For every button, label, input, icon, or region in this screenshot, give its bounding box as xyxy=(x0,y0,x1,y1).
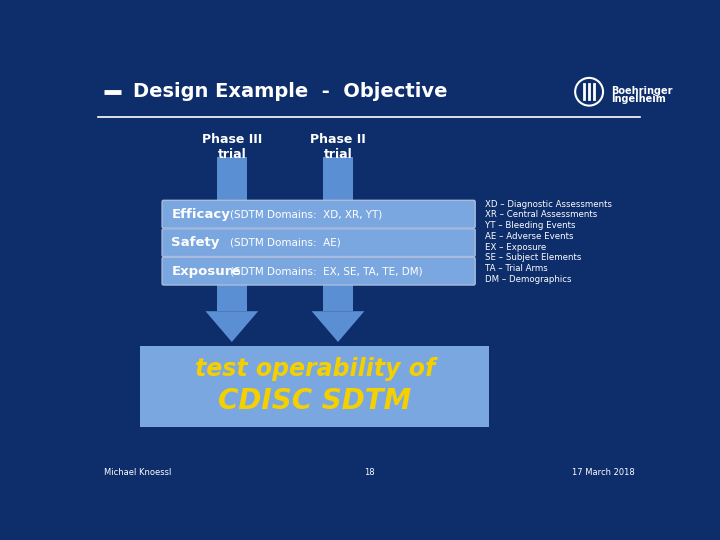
Text: 17 March 2018: 17 March 2018 xyxy=(572,468,635,477)
Text: 18: 18 xyxy=(364,468,374,477)
Text: Ingelheim: Ingelheim xyxy=(611,94,665,104)
Text: SE – Subject Elements: SE – Subject Elements xyxy=(485,253,582,262)
Text: Michael Knoessl: Michael Knoessl xyxy=(104,468,171,477)
Text: XD – Diagnostic Assessments: XD – Diagnostic Assessments xyxy=(485,200,612,208)
Text: CDISC SDTM: CDISC SDTM xyxy=(218,387,411,415)
Text: Safety: Safety xyxy=(171,236,220,249)
Text: Exposure: Exposure xyxy=(171,265,240,278)
FancyBboxPatch shape xyxy=(162,200,475,228)
Polygon shape xyxy=(312,311,364,342)
FancyBboxPatch shape xyxy=(162,257,475,285)
FancyBboxPatch shape xyxy=(140,346,489,427)
Text: TA – Trial Arms: TA – Trial Arms xyxy=(485,264,548,273)
Text: YT – Bleeding Events: YT – Bleeding Events xyxy=(485,221,576,230)
Text: Boehringer: Boehringer xyxy=(611,86,672,96)
Text: Phase III
trial: Phase III trial xyxy=(202,132,262,160)
Text: Design Example  -  Objective: Design Example - Objective xyxy=(132,82,447,102)
Text: AE – Adverse Events: AE – Adverse Events xyxy=(485,232,574,241)
Bar xyxy=(217,157,246,311)
Text: (SDTM Domains:  EX, SE, TA, TE, DM): (SDTM Domains: EX, SE, TA, TE, DM) xyxy=(230,266,422,276)
Text: DM – Demographics: DM – Demographics xyxy=(485,275,572,284)
Text: Efficacy: Efficacy xyxy=(171,208,230,221)
Text: EX – Exposure: EX – Exposure xyxy=(485,242,546,252)
Text: (SDTM Domains:  AE): (SDTM Domains: AE) xyxy=(230,238,341,248)
Text: (SDTM Domains:  XD, XR, YT): (SDTM Domains: XD, XR, YT) xyxy=(230,209,382,219)
Text: Phase II
trial: Phase II trial xyxy=(310,132,366,160)
Text: test operability of: test operability of xyxy=(194,357,435,381)
FancyBboxPatch shape xyxy=(162,229,475,256)
Text: XR – Central Assessments: XR – Central Assessments xyxy=(485,211,598,219)
Polygon shape xyxy=(205,311,258,342)
Bar xyxy=(323,157,353,311)
